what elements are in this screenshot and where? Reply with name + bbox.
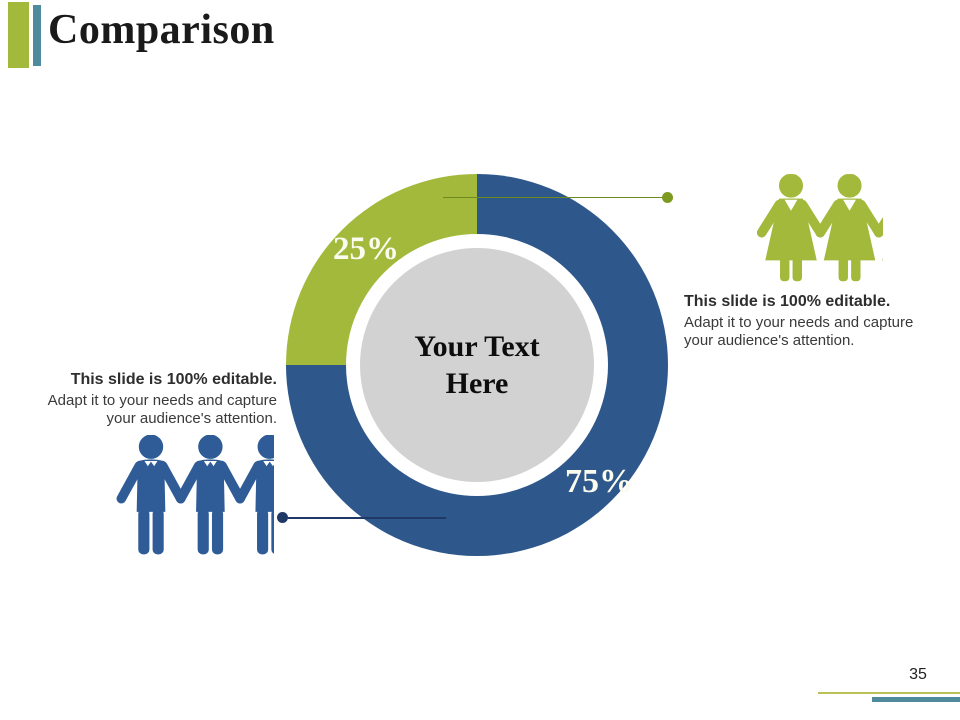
note-right-line2: your audience's attention.: [684, 331, 855, 349]
men-icons-group: [28, 435, 274, 557]
note-left-line1: Adapt it to your needs and capture: [47, 391, 277, 409]
leader-line-top: [443, 197, 664, 198]
note-left: This slide is 100% editable. Adapt it to…: [37, 370, 277, 428]
man-icon: [240, 435, 274, 554]
donut-center-disk: Your Text Here: [360, 248, 594, 482]
woman-icon: [820, 174, 879, 281]
note-right: This slide is 100% editable. Adapt it to…: [684, 292, 934, 350]
page-title: Comparison: [48, 7, 275, 53]
slice-label-75: 75%: [565, 463, 633, 500]
slice-label-25: 25%: [333, 231, 399, 267]
footer-rule-teal: [872, 697, 960, 702]
footer-rule-olive: [818, 692, 960, 694]
leader-dot-blue: [277, 512, 288, 523]
man-icon: [181, 435, 240, 554]
woman-icon: [879, 174, 883, 281]
note-right-line1: Adapt it to your needs and capture: [684, 313, 914, 331]
note-left-bold: This slide is 100% editable.: [70, 371, 277, 388]
header-accent-bar-teal: [33, 5, 41, 66]
page-number: 35: [909, 666, 927, 683]
women-icons-group: [699, 174, 883, 284]
leader-line-bottom: [288, 517, 446, 519]
woman-icon: [762, 174, 821, 281]
man-icon: [121, 435, 180, 554]
note-right-bold: This slide is 100% editable.: [684, 293, 891, 310]
note-left-line2: your audience's attention.: [106, 409, 277, 427]
header-accent-bar-green: [8, 2, 29, 68]
leader-dot-green: [662, 192, 673, 203]
donut-center-label: Your Text Here: [414, 329, 540, 401]
